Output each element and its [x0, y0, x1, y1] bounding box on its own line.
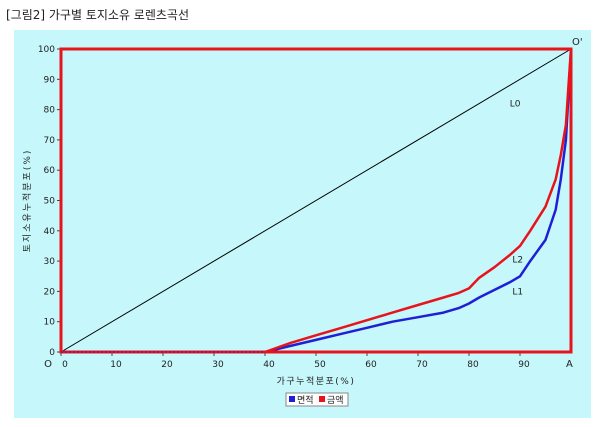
y-tick-label: 60: [44, 166, 56, 176]
y-tick-label: 10: [44, 318, 56, 328]
x-tick-label: 10: [110, 360, 122, 370]
chart-area: 0 10 20 30 40 50 60 70 80 90 100 0 10 20 30 40 50 60 70 80 9…: [14, 30, 591, 418]
y-axis-title: 토지소유누적분포(%): [21, 149, 33, 253]
y-tick-label: 100: [38, 45, 55, 55]
series-line-L0: [60, 48, 572, 353]
y-tick-label: 40: [44, 227, 56, 237]
corner-origin: O: [44, 359, 52, 370]
y-tick-label: 50: [44, 197, 56, 207]
label-l2: L2: [512, 256, 523, 266]
x-tick-label: 50: [314, 360, 326, 370]
x-tick-label: 90: [518, 360, 530, 370]
y-tick-label: 70: [44, 136, 56, 146]
legend-box: [285, 392, 349, 407]
x-tick-label: 60: [365, 360, 377, 370]
x-tick-label: 0: [62, 360, 68, 370]
page-title: [그림2] 가구별 토지소유 로렌츠곡선: [6, 8, 190, 22]
corner-bottom-right: A: [566, 359, 573, 370]
y-tick-label: 80: [44, 106, 56, 116]
y-tick-label: 90: [44, 75, 56, 85]
x-tick-label: 30: [212, 360, 224, 370]
x-tick-label: 40: [263, 360, 275, 370]
corner-top-right: O': [572, 37, 583, 48]
legend-label-area: 면적: [297, 394, 314, 406]
x-tick-label: 70: [416, 360, 428, 370]
y-tick-label: 0: [49, 348, 55, 358]
y-tick-label: 30: [44, 257, 56, 267]
x-axis-title: 가구누적분포(%): [277, 375, 356, 387]
series-line-L2: [61, 48, 573, 354]
legend-swatch-area: [289, 396, 295, 402]
inequality-frame: [59, 47, 573, 354]
y-tick-label: 20: [44, 287, 56, 297]
lorenz-chart: 0 10 20 30 40 50 60 70 80 90 100 0 10 20 30 40 50 60 70 80 9…: [21, 37, 583, 407]
x-tick-label: 20: [161, 360, 173, 370]
label-l1: L1: [512, 287, 523, 297]
legend-label-amount: 금액: [327, 394, 344, 406]
label-l0: L0: [510, 100, 521, 110]
series-line-L1: [61, 48, 573, 354]
x-tick-label: 80: [467, 360, 479, 370]
legend-swatch-amount: [319, 396, 325, 402]
